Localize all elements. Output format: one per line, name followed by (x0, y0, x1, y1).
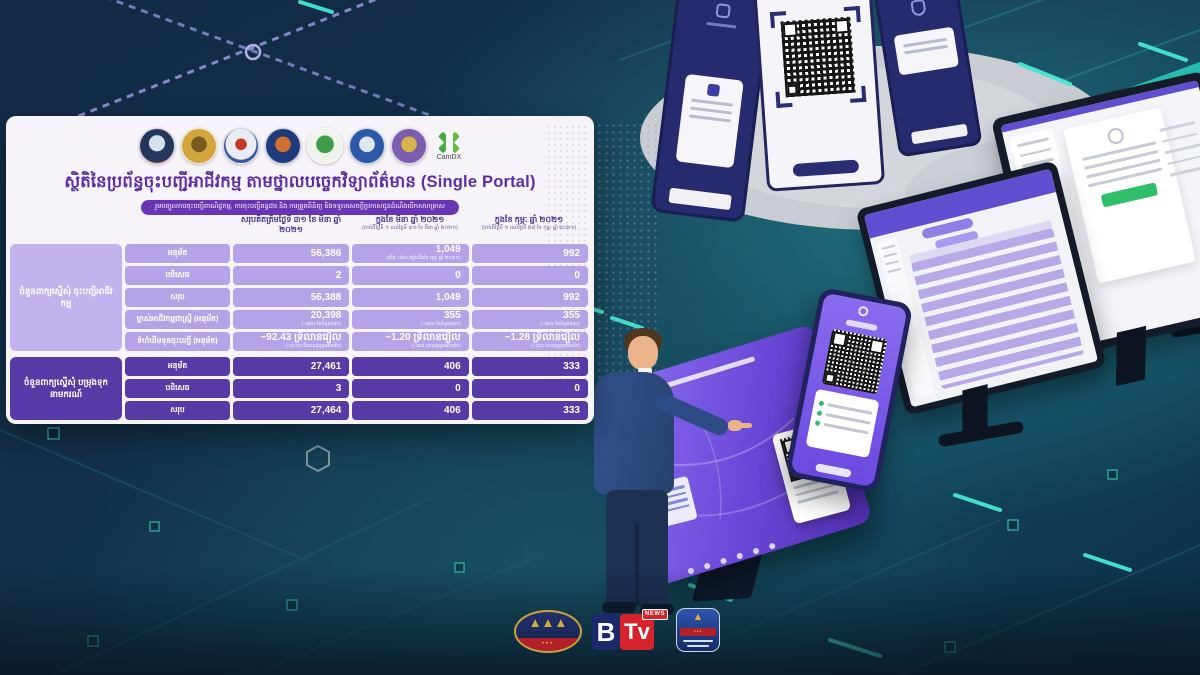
btv-news-logo: B Tv NEWS (592, 609, 670, 652)
btv-news-tag: NEWS (642, 609, 668, 620)
camdx-logo: CamDX (436, 130, 462, 161)
table-cell: 992 (471, 288, 588, 307)
table-row: សរុប 27,464 406 333 (10, 401, 588, 420)
table-cell: 355 (~34% នៃចំនួនសរុប) (352, 310, 469, 329)
submit-strip (668, 187, 732, 211)
row-label: សរុប (125, 401, 230, 420)
qr-code (821, 328, 888, 395)
app-icon (857, 305, 870, 318)
table-row: សរុប 56,388 1,049 992 (10, 288, 588, 307)
table-cell: 56,386 (233, 244, 350, 263)
row-label: ទំហំដើមទុនចុះបញ្ជី (អនុម័ត) (125, 332, 230, 351)
form-card (675, 73, 744, 169)
ministry-seal-icon (348, 128, 385, 164)
leg-split (635, 524, 639, 606)
statistics-table: ចំនួនពាក្យស្នើសុំ ចុះបញ្ជីអាជីវកម្ម ចំនួ… (10, 244, 588, 423)
scan-button (792, 159, 860, 178)
btv-tv-letter: Tv (620, 614, 654, 650)
businessman-illustration (578, 324, 752, 624)
table-cell: 27,464 (233, 401, 350, 420)
row-label: បដិសេធ (125, 379, 230, 398)
logo-ribbon: ••• (680, 628, 716, 636)
button-strip (910, 123, 969, 145)
temple-icon: ▲▲▲ (528, 615, 568, 630)
monitor-stand (1115, 325, 1147, 387)
ministry-seal-icon (222, 128, 259, 164)
ministry-seal-icon (264, 128, 301, 164)
table-cell: 333 (471, 401, 588, 420)
app-icon (715, 3, 732, 19)
btv-b-letter: B (592, 614, 620, 650)
table-cell: 1,049 (កើន +៦% ធៀបនឹងខែ កុម្ភៈ ឆ្នាំ ២០២១… (352, 244, 469, 263)
card-title: ស្ថិតិនៃប្រព័ន្ធចុះបញ្ជីអាជីវកម្ម តាមថ្ន… (64, 173, 536, 191)
row-label: អនុម័ត (125, 357, 230, 376)
logo-text-line (683, 640, 713, 642)
shield-icon (910, 0, 927, 17)
table-cell: 3 (233, 379, 350, 398)
column-header: សរុបគិតត្រឹមថ្ងៃទី ៣១ ខែ មីនា ឆ្នាំ ២០២១ (240, 215, 342, 234)
table-row: អនុម័ត 27,461 406 333 (10, 357, 588, 376)
table-cell: 992 (471, 244, 588, 263)
row-label: បដិសេធ (125, 266, 230, 285)
table-cell: 333 (471, 357, 588, 376)
column-header: ក្នុងខែ មីនា ឆ្នាំ ២០២១ (ចាប់ពីថ្ងៃទី ១ … (362, 215, 458, 231)
row-label: ម្ចាស់អាជីវកម្មជាស្ត្រី (អនុម័ត) (125, 310, 230, 329)
label-line (706, 21, 737, 29)
table-row: បដិសេធ 2 0 0 (10, 266, 588, 285)
temple-icon: ▲ (692, 611, 704, 623)
shoe (602, 602, 636, 613)
qr-code (780, 16, 856, 98)
bottom-pill (814, 463, 852, 478)
table-cell: 0 (471, 379, 588, 398)
tv-station-oval-logo: ▲▲▲ ••• (514, 610, 582, 653)
ministry-seal-icon (138, 128, 175, 164)
ministry-seal-icon (306, 128, 343, 164)
qr-code-panel (752, 0, 886, 192)
ministry-seal-icon (390, 128, 427, 164)
tv-station-square-logo: ▲ ••• (676, 608, 720, 652)
table-cell: 355 (~36% នៃចំនួនសរុប) (471, 310, 588, 329)
table-cell: 27,461 (233, 357, 350, 376)
table-cell: 20,398 (~36% នៃចំនួនសរុប) (233, 310, 350, 329)
ministry-logo-row: CamDX (6, 125, 594, 167)
table-row: ទំហំដើមទុនចុះបញ្ជី (អនុម័ត) ~92.43 ទ្រីល… (10, 332, 588, 351)
logo-text-line (687, 645, 709, 647)
suit-torso (594, 372, 674, 494)
table-cell: 0 (471, 266, 588, 285)
table-row: បដិសេធ 3 0 0 (10, 379, 588, 398)
table-cell: 2 (233, 266, 350, 285)
table-row: ម្ចាស់អាជីវកម្មជាស្ត្រី (អនុម័ត) 20,398(… (10, 310, 588, 329)
table-cell: 0 (352, 379, 469, 398)
column-header: ក្នុងខែ កុម្ភៈ ឆ្នាំ ២០២១ (ចាប់ពីថ្ងៃទី … (481, 215, 577, 231)
table-cell: 1,049 (352, 288, 469, 307)
card-subtitle-pill: រួមបញ្ចូលការចុះបញ្ជីពាណិជ្ជកម្ម, ការចុះប… (140, 200, 460, 215)
pointing-finger (739, 423, 752, 428)
ministry-seal-icon (180, 128, 217, 164)
avatar-icon (1106, 126, 1126, 146)
table-row: អនុម័ត 56,386 1,049 (កើន +៦% ធៀបនឹងខែ កុម… (10, 244, 588, 263)
table-cell: 406 (352, 401, 469, 420)
table-cell: 0 (352, 266, 469, 285)
info-card (893, 26, 960, 76)
table-cell: ~1.20 ទ្រីលានរៀល (~294 លានដុល្លារអាមេរិក) (352, 332, 469, 351)
row-label: អនុម័ត (125, 244, 230, 263)
confirm-button (1100, 182, 1159, 208)
certificate-card (805, 388, 880, 458)
statistics-card: CamDX ស្ថិតិនៃប្រព័ន្ធចុះបញ្ជីអាជីវកម្ម … (6, 116, 594, 424)
row-label: សរុប (125, 288, 230, 307)
table-cell: ~1.28 ទ្រីលានរៀល (~313 លានដុល្លារអាមេរិក) (471, 332, 588, 351)
logo-ribbon: ••• (516, 638, 580, 651)
table-cell: 56,388 (233, 288, 350, 307)
hand (728, 420, 742, 431)
head (628, 336, 658, 370)
title-pill (845, 319, 878, 332)
camdx-x-icon (438, 130, 460, 154)
table-cell: ~92.43 ទ្រីលានរៀល (~22.04 ប៊ីលានដុល្លារអា… (233, 332, 350, 351)
group-label-registration: ចំនួនពាក្យស្នើសុំ ចុះបញ្ជីអាជីវកម្ម (10, 244, 122, 351)
table-cell: 406 (352, 357, 469, 376)
camdx-label: CamDX (436, 154, 462, 161)
group-label-name-reservation: ចំនួនពាក្យស្នើសុំ បម្រុងទុកនាមករណ៍ (10, 357, 122, 420)
